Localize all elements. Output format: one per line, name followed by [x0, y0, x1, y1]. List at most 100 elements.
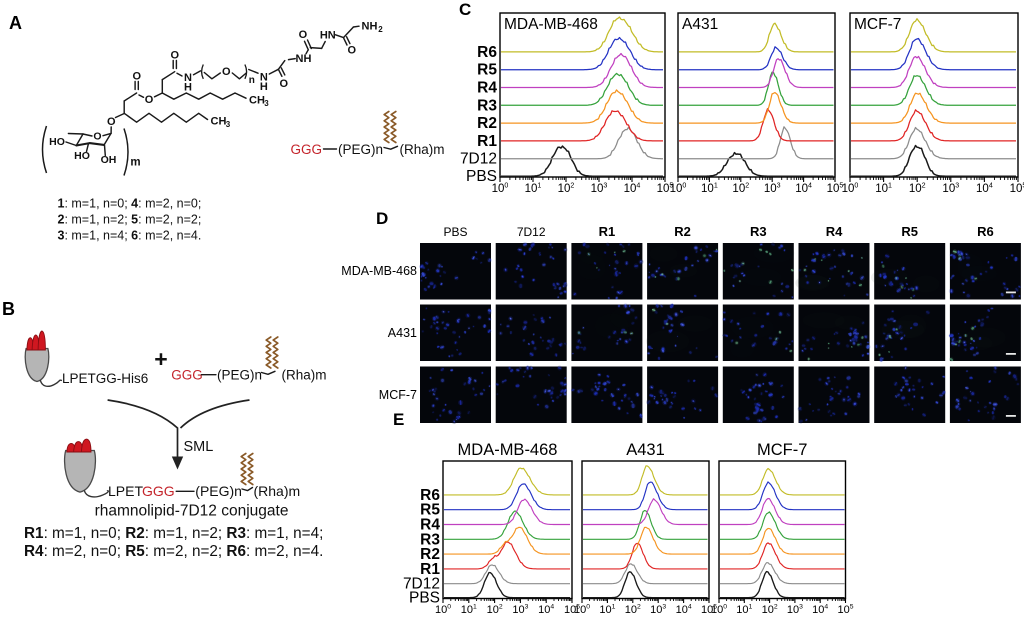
svg-text:R4: R4	[826, 224, 843, 239]
svg-text:R6: R6	[477, 44, 497, 61]
svg-text:105: 105	[1010, 182, 1024, 196]
svg-text:(PEG)n: (PEG)n	[195, 483, 242, 499]
svg-text:R2: R2	[477, 115, 497, 132]
svg-text:H: H	[260, 81, 268, 93]
svg-text:102: 102	[558, 182, 575, 196]
svg-text:R5: R5	[477, 62, 497, 79]
svg-text:O: O	[299, 29, 308, 41]
svg-text:O: O	[280, 78, 289, 90]
svg-text:R1: R1	[477, 133, 497, 150]
svg-text:MDA-MB-468: MDA-MB-468	[458, 441, 558, 459]
svg-text:MCF-7: MCF-7	[854, 16, 901, 33]
svg-text:R4: R4	[477, 80, 497, 97]
svg-text:N: N	[260, 71, 268, 83]
svg-text:rhamnolipid-7D12 conjugate: rhamnolipid-7D12 conjugate	[95, 503, 289, 520]
svg-text:7D12: 7D12	[403, 576, 440, 593]
svg-text:R1: R1	[420, 561, 440, 578]
svg-text:100: 100	[670, 182, 687, 196]
svg-text:O: O	[222, 66, 231, 78]
svg-text:102: 102	[487, 604, 503, 617]
svg-text:103: 103	[764, 182, 781, 196]
svg-text:O: O	[107, 116, 116, 128]
svg-text:100: 100	[711, 604, 727, 617]
svg-text:101: 101	[701, 182, 718, 196]
svg-text:LPET: LPET	[108, 483, 143, 499]
svg-text:7D12: 7D12	[517, 225, 546, 239]
svg-text:3: m=1, n=4; 6: m=2, n=4.: 3: m=1, n=4; 6: m=2, n=4.	[58, 229, 202, 243]
svg-text:103: 103	[512, 604, 528, 617]
svg-text:(Rha)m: (Rha)m	[400, 142, 445, 157]
svg-text:O: O	[133, 71, 142, 83]
svg-text:CH: CH	[211, 116, 227, 128]
svg-text:PBS: PBS	[443, 225, 467, 239]
svg-text:A431: A431	[388, 326, 417, 340]
svg-text:PBS: PBS	[466, 168, 497, 185]
svg-text:NH: NH	[362, 20, 378, 32]
svg-text:GGG: GGG	[171, 368, 203, 383]
svg-text:R5: R5	[420, 502, 440, 519]
svg-text:(Rha)m: (Rha)m	[254, 483, 301, 499]
svg-text:102: 102	[732, 182, 749, 196]
svg-text:CH: CH	[249, 95, 265, 107]
svg-text:103: 103	[591, 182, 608, 196]
svg-text:R2: R2	[420, 546, 440, 563]
svg-text:(PEG)n: (PEG)n	[217, 368, 262, 383]
svg-text:n: n	[249, 75, 255, 86]
svg-text:HN: HN	[320, 29, 336, 41]
svg-text:R6: R6	[420, 487, 440, 504]
svg-text:104: 104	[795, 182, 812, 196]
svg-text:GGG: GGG	[142, 483, 175, 499]
svg-text:H: H	[184, 81, 192, 93]
svg-text:R3: R3	[750, 224, 767, 239]
svg-text:MDA-MB-468: MDA-MB-468	[504, 16, 598, 33]
svg-text:A431: A431	[682, 16, 718, 33]
svg-text:+: +	[154, 346, 167, 372]
svg-text:R1: m=1, n=0; R2: m=1, n=2;: R1: m=1, n=0; R2: m=1, n=2; R3: m=1, n=4…	[24, 525, 323, 542]
svg-text:102: 102	[909, 182, 926, 196]
svg-text:m: m	[130, 157, 140, 169]
svg-text:O: O	[145, 94, 154, 106]
svg-text:104: 104	[624, 182, 641, 196]
svg-text:104: 104	[538, 604, 554, 617]
svg-text:104: 104	[676, 604, 692, 617]
svg-text:105: 105	[837, 604, 853, 617]
svg-text:R6: R6	[977, 224, 994, 239]
svg-text:7D12: 7D12	[460, 151, 497, 168]
svg-text:102: 102	[625, 604, 641, 617]
svg-text:HO: HO	[74, 150, 90, 162]
svg-text:NH: NH	[296, 53, 312, 65]
svg-text:HO: HO	[49, 136, 65, 148]
svg-text:O: O	[93, 131, 101, 143]
svg-text:LPETGG-His6: LPETGG-His6	[62, 371, 148, 386]
svg-text:100: 100	[842, 182, 859, 196]
svg-text:OH: OH	[101, 154, 117, 166]
svg-text:R1: R1	[599, 224, 616, 239]
svg-text:101: 101	[599, 604, 615, 617]
svg-text:R3: R3	[420, 531, 440, 548]
svg-text:O: O	[348, 45, 357, 57]
svg-text:R3: R3	[477, 97, 497, 114]
svg-text:105: 105	[657, 182, 674, 196]
svg-text:R4: m=2, n=0; R5: m=2, n=2;: R4: m=2, n=0; R5: m=2, n=2; R6: m=2, n=4…	[24, 543, 323, 560]
svg-text:O: O	[171, 50, 180, 62]
svg-text:GGG: GGG	[291, 142, 323, 157]
svg-text:103: 103	[942, 182, 959, 196]
svg-text:A431: A431	[626, 441, 665, 459]
svg-text:104: 104	[976, 182, 993, 196]
svg-text:101: 101	[525, 182, 542, 196]
svg-text:101: 101	[875, 182, 892, 196]
svg-text:R5: R5	[901, 224, 918, 239]
svg-text:2: m=1, n=2; 5: m=2, n=2;: 2: m=1, n=2; 5: m=2, n=2;	[58, 213, 202, 227]
svg-text:2: 2	[378, 25, 383, 34]
svg-text:1: m=1, n=0; 4: m=2, n=0;: 1: m=1, n=0; 4: m=2, n=0;	[58, 197, 202, 211]
svg-text:3: 3	[264, 99, 269, 108]
svg-text:101: 101	[736, 604, 752, 617]
svg-text:101: 101	[461, 604, 477, 617]
svg-text:100: 100	[574, 604, 590, 617]
svg-text:103: 103	[650, 604, 666, 617]
svg-text:MDA-MB-468: MDA-MB-468	[341, 264, 417, 278]
svg-text:(PEG)n: (PEG)n	[338, 142, 383, 157]
svg-text:MCF-7: MCF-7	[757, 441, 807, 459]
svg-text:102: 102	[762, 604, 778, 617]
svg-text:104: 104	[812, 604, 828, 617]
